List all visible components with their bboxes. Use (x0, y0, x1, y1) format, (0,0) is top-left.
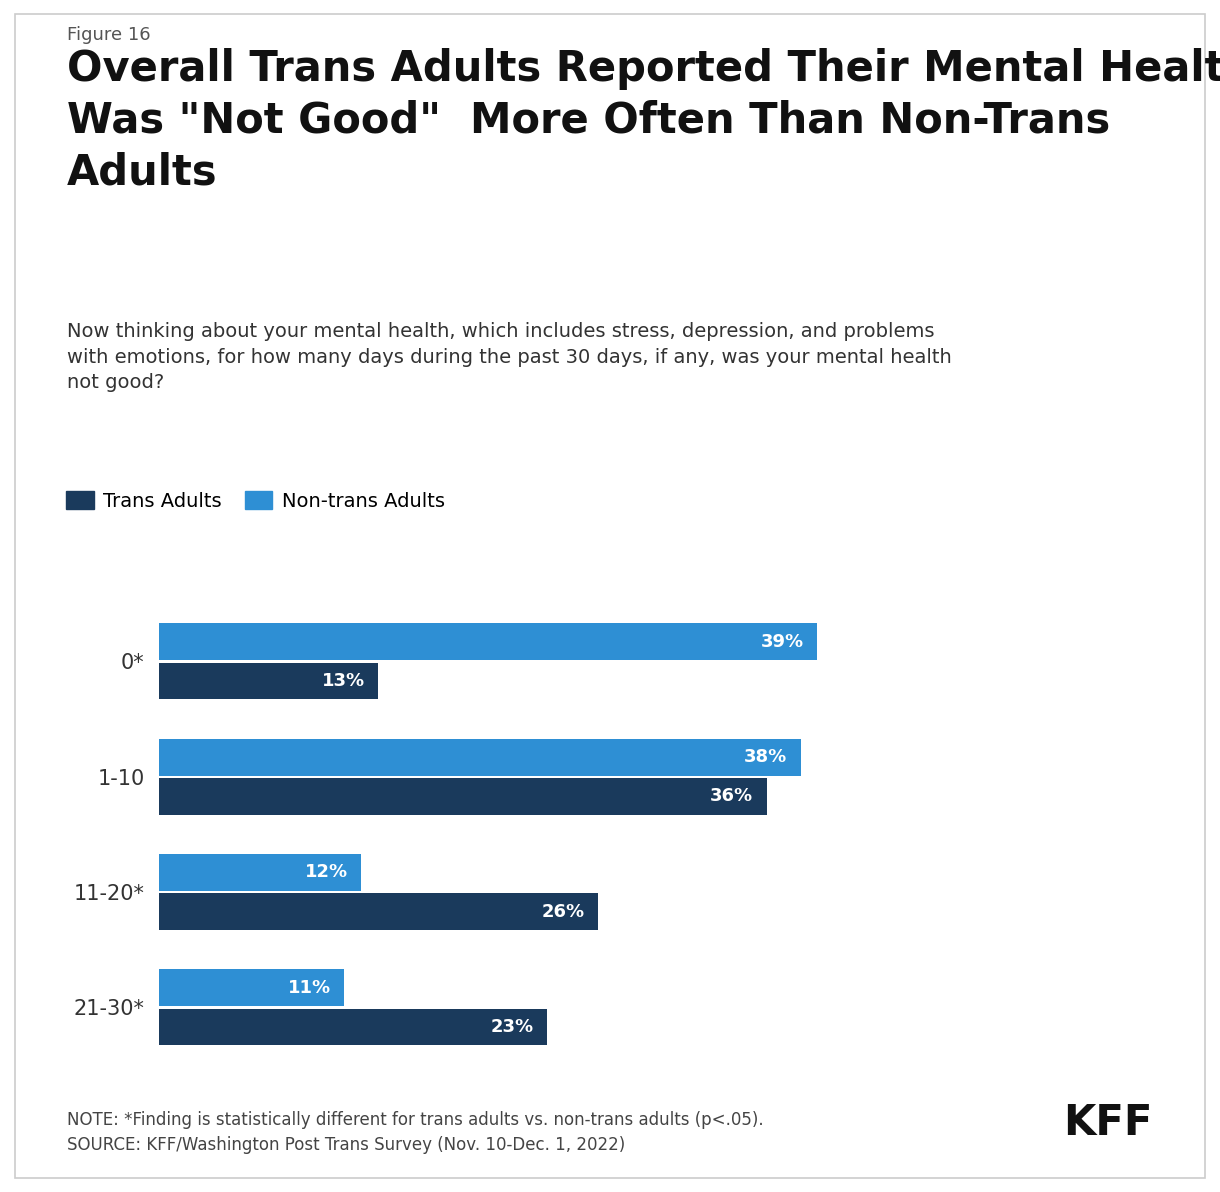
Text: Now thinking about your mental health, which includes stress, depression, and pr: Now thinking about your mental health, w… (67, 322, 952, 392)
Text: Overall Trans Adults Reported Their Mental Health
Was "Not Good"  More Often Tha: Overall Trans Adults Reported Their Ment… (67, 48, 1220, 193)
Text: 23%: 23% (490, 1018, 533, 1036)
Bar (159, 739, 800, 776)
Text: 13%: 13% (322, 672, 365, 690)
Bar (159, 969, 344, 1006)
Bar (159, 778, 766, 815)
Text: 12%: 12% (305, 863, 348, 881)
Bar (159, 893, 598, 930)
Text: 26%: 26% (542, 902, 584, 920)
Text: 11%: 11% (288, 979, 331, 997)
Text: 36%: 36% (710, 788, 753, 806)
Text: 38%: 38% (744, 749, 787, 766)
Text: 39%: 39% (761, 633, 804, 651)
Bar (159, 1008, 547, 1045)
Legend: Trans Adults, Non-trans Adults: Trans Adults, Non-trans Adults (59, 484, 453, 519)
Bar (159, 623, 817, 660)
Bar (159, 853, 361, 890)
Text: NOTE: *Finding is statistically different for trans adults vs. non-trans adults : NOTE: *Finding is statistically differen… (67, 1111, 764, 1154)
Text: Figure 16: Figure 16 (67, 26, 151, 44)
Text: KFF: KFF (1064, 1103, 1153, 1144)
Bar (159, 663, 378, 700)
